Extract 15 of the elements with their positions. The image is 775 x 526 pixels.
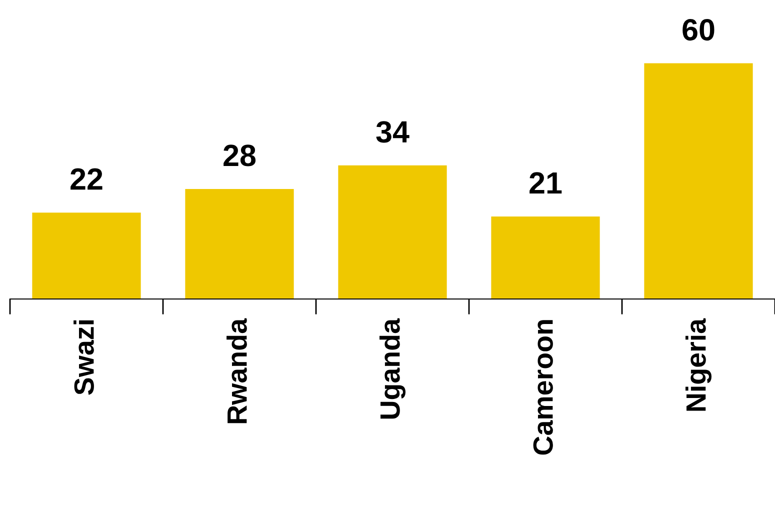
- x-tick-label: Swazi: [74, 320, 94, 395]
- bar: [644, 63, 753, 299]
- data-label: 60: [682, 18, 714, 41]
- x-tick-label: Uganda: [379, 318, 406, 419]
- data-label: 28: [224, 144, 256, 166]
- data-label: 22: [70, 168, 102, 190]
- data-label: 34: [376, 121, 410, 143]
- x-tick-label: Nigeria: [685, 318, 712, 411]
- bar: [491, 216, 600, 299]
- bar: [338, 165, 447, 299]
- data-label: 21: [530, 172, 562, 194]
- bar: [32, 212, 141, 299]
- x-tick-label: Rwanda: [226, 318, 247, 424]
- bar: [185, 189, 294, 299]
- x-tick-label: Cameroon: [533, 320, 553, 455]
